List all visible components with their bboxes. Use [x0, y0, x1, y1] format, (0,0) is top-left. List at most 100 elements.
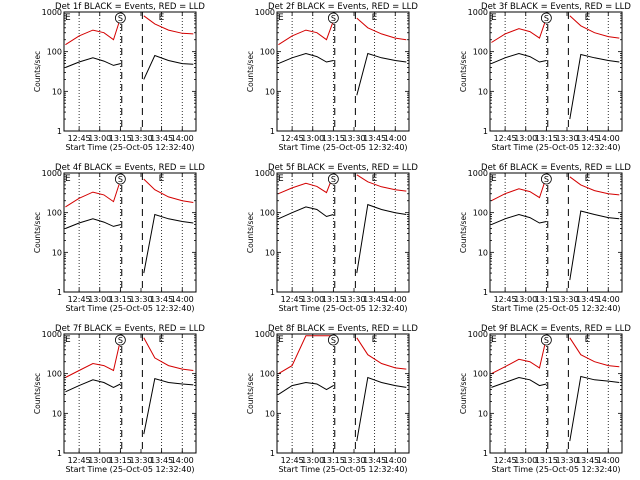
y-tick-label: 100: [47, 370, 62, 379]
x-tick-label: 12:45: [281, 295, 304, 304]
events-series-line: [356, 376, 407, 442]
x-axis-label: Start Time (25-Oct-05 12:32:40): [65, 143, 194, 152]
eclipse-marker-label: E: [278, 335, 284, 345]
x-tick-label: 13:45: [363, 295, 386, 304]
eclipse-marker-label: E: [491, 335, 497, 345]
plot-frame: [489, 172, 623, 293]
x-tick-label: 14:00: [597, 295, 620, 304]
panel-title: Det 5f BLACK = Events, RED = LLD: [268, 163, 418, 173]
x-tick-label: 13:15: [535, 456, 558, 465]
x-tick-label: 13:00: [88, 134, 111, 143]
eclipse-marker-label: E: [372, 13, 378, 23]
x-tick-label: 13:30: [555, 134, 578, 143]
x-tick-label: 13:00: [301, 295, 324, 304]
x-tick-label: 12:45: [494, 134, 517, 143]
eclipse-marker-label: E: [159, 174, 165, 184]
events-series-line: [278, 381, 334, 395]
y-tick-label: 1: [270, 127, 275, 136]
plot-frame: [276, 11, 410, 132]
x-tick-label: 12:45: [281, 134, 304, 143]
lld-series-line: [491, 337, 547, 375]
plot-frame: [63, 11, 197, 132]
saa-marker-label: S: [331, 175, 336, 184]
saa-marker-label: S: [544, 175, 549, 184]
y-tick-label: 1000: [42, 8, 62, 17]
y-tick-label: 1000: [255, 330, 275, 339]
y-tick-label: 1: [57, 449, 62, 458]
y-tick-label: 1: [57, 288, 62, 297]
panel-title: Det 6f BLACK = Events, RED = LLD: [481, 163, 631, 173]
events-series-line: [569, 210, 620, 281]
panel-title: Det 7f BLACK = Events, RED = LLD: [55, 324, 205, 334]
plot-frame: [489, 333, 623, 454]
y-tick-label: 10: [265, 87, 275, 96]
saa-marker-circle: [114, 12, 126, 24]
y-tick-label: 100: [47, 48, 62, 57]
eclipse-marker-label: E: [491, 174, 497, 184]
plot-frame: [63, 333, 197, 454]
x-tick-label: 13:00: [514, 456, 537, 465]
x-axis-label: Start Time (25-Oct-05 12:32:40): [278, 304, 407, 313]
lld-series-line: [278, 20, 334, 46]
y-tick-label: 100: [473, 48, 488, 57]
lld-series-line: [569, 176, 620, 196]
lld-series-line: [569, 15, 620, 39]
eclipse-marker-label: E: [278, 174, 284, 184]
y-axis-label: Counts/sec: [246, 51, 255, 92]
lld-series-line: [143, 15, 194, 35]
y-tick-label: 100: [260, 48, 275, 57]
y-axis-label: Counts/sec: [246, 373, 255, 414]
x-tick-label: 12:45: [281, 456, 304, 465]
y-axis-label: Counts/sec: [459, 373, 468, 414]
x-tick-label: 13:30: [342, 295, 365, 304]
events-series-line: [65, 57, 121, 68]
x-tick-label: 13:30: [555, 295, 578, 304]
y-tick-label: 10: [478, 409, 488, 418]
x-tick-label: 13:00: [514, 134, 537, 143]
plot-frame: [489, 11, 623, 132]
saa-marker-circle: [540, 12, 552, 24]
y-tick-label: 1000: [468, 8, 488, 17]
events-series-line: [569, 375, 620, 442]
plot-frame: [276, 172, 410, 293]
saa-marker-circle: [327, 334, 339, 346]
x-tick-label: 13:15: [322, 134, 345, 143]
panel-title: Det 3f BLACK = Events, RED = LLD: [481, 2, 631, 12]
y-tick-label: 1: [483, 127, 488, 136]
x-tick-label: 13:45: [576, 295, 599, 304]
x-tick-label: 13:45: [363, 134, 386, 143]
detector-panel-2: Det 2f BLACK = Events, RED = LLD 1 10 100 10…: [246, 2, 418, 152]
saa-marker-label: S: [544, 336, 549, 345]
eclipse-marker-label: E: [491, 13, 497, 23]
x-tick-label: 14:00: [384, 295, 407, 304]
events-series-line: [278, 206, 334, 220]
detector-panel-4: Det 4f BLACK = Events, RED = LLD 1 10 100 10…: [33, 163, 205, 313]
saa-marker-label: S: [331, 14, 336, 23]
y-axis-label: Counts/sec: [459, 212, 468, 253]
saa-marker-label: S: [544, 14, 549, 23]
y-tick-label: 1: [270, 449, 275, 458]
y-tick-label: 100: [473, 209, 488, 218]
y-tick-label: 10: [265, 248, 275, 257]
x-tick-label: 14:00: [171, 295, 194, 304]
x-tick-label: 14:00: [171, 456, 194, 465]
y-axis-label: Counts/sec: [246, 212, 255, 253]
y-tick-label: 1000: [468, 169, 488, 178]
x-axis-label: Start Time (25-Oct-05 12:32:40): [65, 304, 194, 313]
events-series-line: [356, 203, 407, 274]
eclipse-marker-label: E: [372, 335, 378, 345]
x-tick-label: 14:00: [597, 134, 620, 143]
x-tick-label: 13:00: [301, 456, 324, 465]
x-tick-label: 14:00: [597, 456, 620, 465]
lld-series-line: [65, 17, 121, 46]
x-tick-label: 13:30: [342, 134, 365, 143]
x-tick-label: 13:00: [88, 295, 111, 304]
lld-series-line: [356, 17, 407, 41]
x-tick-label: 13:45: [150, 295, 173, 304]
detector-panel-7: Det 7f BLACK = Events, RED = LLD 1 10 100 10…: [33, 324, 205, 474]
x-tick-label: 13:30: [129, 295, 152, 304]
x-tick-label: 13:15: [535, 295, 558, 304]
saa-marker-label: S: [118, 14, 123, 23]
eclipse-marker-label: E: [585, 335, 591, 345]
